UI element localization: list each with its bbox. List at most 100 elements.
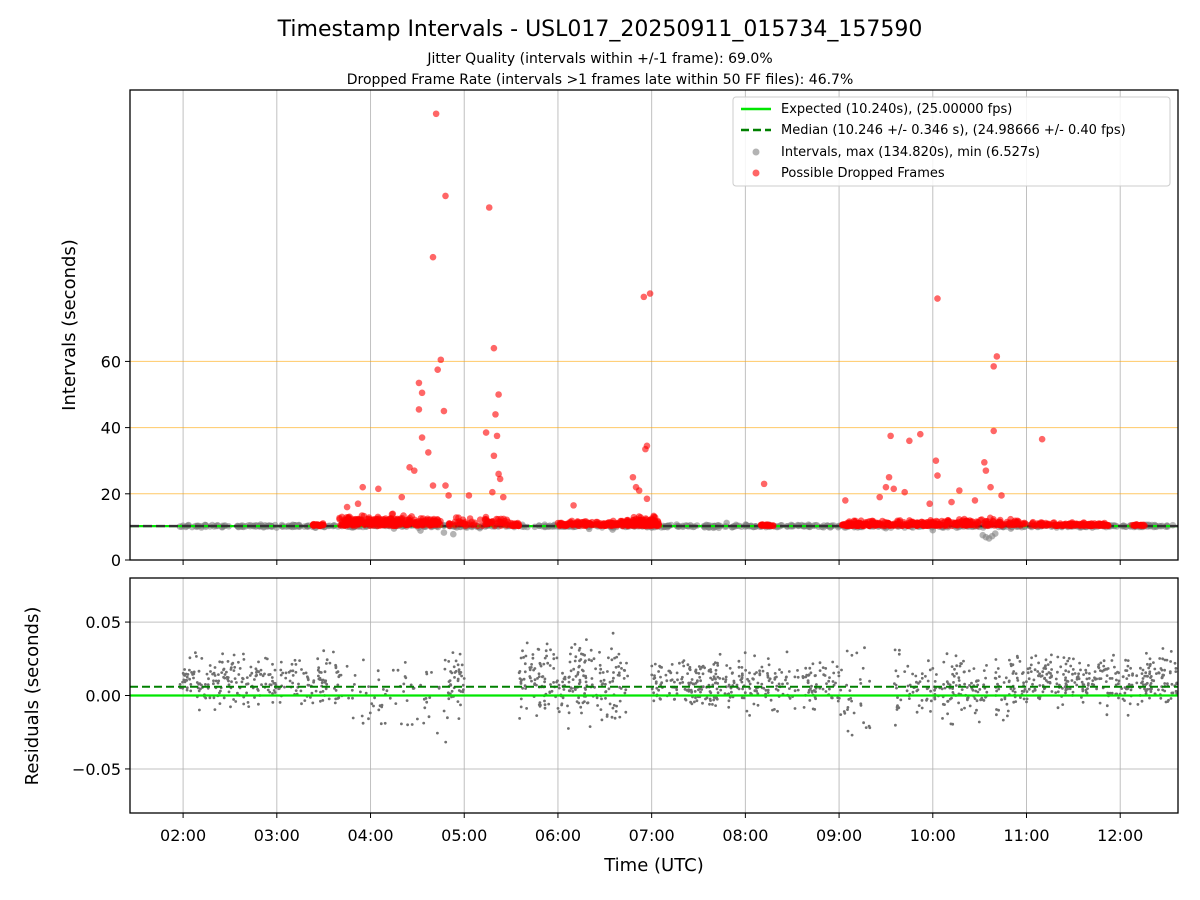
residual-point: [351, 716, 355, 720]
dropped-frame-point: [406, 464, 413, 471]
residual-point: [1163, 658, 1167, 662]
dropped-frame-point: [875, 519, 883, 527]
residual-point: [353, 674, 357, 677]
residual-point: [1143, 674, 1147, 678]
dropped-frame-point: [885, 473, 893, 481]
residual-point: [304, 671, 308, 675]
residual-point: [618, 699, 622, 703]
residual-point: [850, 699, 853, 703]
residual-point: [543, 703, 547, 707]
residual-point: [1099, 661, 1103, 665]
residual-point: [380, 703, 384, 707]
residual-point: [519, 682, 523, 685]
residuals-y-tick-label: 0.05: [85, 613, 121, 632]
residual-point: [610, 715, 614, 719]
residual-point: [1078, 661, 1081, 665]
residual-point: [741, 687, 744, 691]
residual-point: [678, 661, 681, 665]
residual-point: [972, 667, 976, 670]
residual-point: [970, 687, 974, 690]
residual-point: [652, 699, 656, 703]
dropped-frame-point: [499, 493, 507, 501]
residual-point: [698, 675, 702, 679]
dropped-frame-point: [1038, 435, 1046, 443]
dropped-frame-point: [476, 516, 484, 523]
dropped-frame-point: [570, 502, 577, 509]
residual-point: [367, 717, 370, 721]
residual-point: [692, 682, 696, 686]
residual-point: [377, 708, 381, 712]
residual-point: [813, 708, 817, 711]
residual-point: [954, 654, 958, 658]
residual-point: [248, 674, 252, 677]
residual-point: [1068, 687, 1072, 691]
residual-point: [1034, 654, 1038, 658]
residual-point: [1173, 661, 1177, 665]
residual-point: [1117, 682, 1120, 686]
residual-point: [549, 648, 552, 652]
residual-point: [192, 676, 195, 680]
residual-point: [190, 671, 194, 674]
residual-point: [1011, 689, 1015, 693]
dropped-frame-point: [382, 521, 389, 529]
residual-point: [454, 669, 458, 673]
residual-point: [230, 680, 233, 684]
residual-point: [673, 680, 676, 684]
residual-point: [1066, 659, 1070, 663]
residual-point: [1080, 680, 1084, 684]
residual-point: [1141, 677, 1145, 680]
residual-point: [383, 721, 387, 725]
residual-point: [1174, 670, 1178, 673]
residual-point: [928, 668, 932, 672]
residual-point: [245, 676, 249, 679]
residual-point: [368, 711, 372, 715]
residual-point: [1157, 671, 1161, 675]
residual-point: [1174, 667, 1178, 670]
residual-point: [788, 687, 791, 690]
residual-point: [804, 666, 808, 670]
residual-point: [269, 683, 273, 687]
dropped-frame-point: [418, 434, 426, 441]
residual-point: [1004, 676, 1008, 680]
residual-point: [299, 689, 303, 693]
residual-point: [217, 673, 220, 676]
residual-point: [451, 651, 455, 654]
dropped-frame-point: [397, 519, 405, 526]
residual-point: [828, 687, 831, 691]
residual-point: [810, 684, 813, 688]
dropped-frame-point: [484, 518, 492, 526]
dropped-frame-point: [1020, 520, 1028, 528]
residual-point: [1018, 660, 1022, 663]
residual-point: [443, 658, 447, 662]
residual-point: [232, 669, 236, 672]
residual-point: [533, 683, 536, 686]
residual-point: [1149, 690, 1153, 693]
residual-point: [1129, 688, 1133, 692]
residual-point: [234, 700, 238, 703]
dropped-frame-point: [899, 522, 907, 529]
residual-point: [255, 669, 259, 673]
residual-point: [740, 680, 744, 684]
residual-point: [1160, 676, 1164, 679]
residual-point: [319, 699, 322, 703]
residual-point: [255, 673, 258, 677]
residual-point: [796, 669, 799, 672]
residual-point: [1038, 697, 1042, 701]
dropped-frame-point: [338, 513, 346, 521]
residual-point: [1061, 703, 1065, 706]
residual-point: [1061, 687, 1064, 690]
residual-point: [288, 679, 292, 683]
residual-point: [1064, 691, 1067, 695]
residual-point: [212, 682, 215, 686]
residual-point: [548, 690, 552, 694]
residual-point: [334, 689, 338, 692]
residual-point: [861, 666, 865, 670]
residual-point: [320, 681, 324, 685]
residual-point: [764, 688, 768, 692]
residual-point: [1126, 687, 1129, 691]
residual-point: [1117, 696, 1120, 700]
residual-point: [319, 690, 322, 694]
residual-point: [793, 675, 797, 679]
residual-point: [675, 671, 679, 675]
dropped-frame-point: [980, 519, 987, 527]
